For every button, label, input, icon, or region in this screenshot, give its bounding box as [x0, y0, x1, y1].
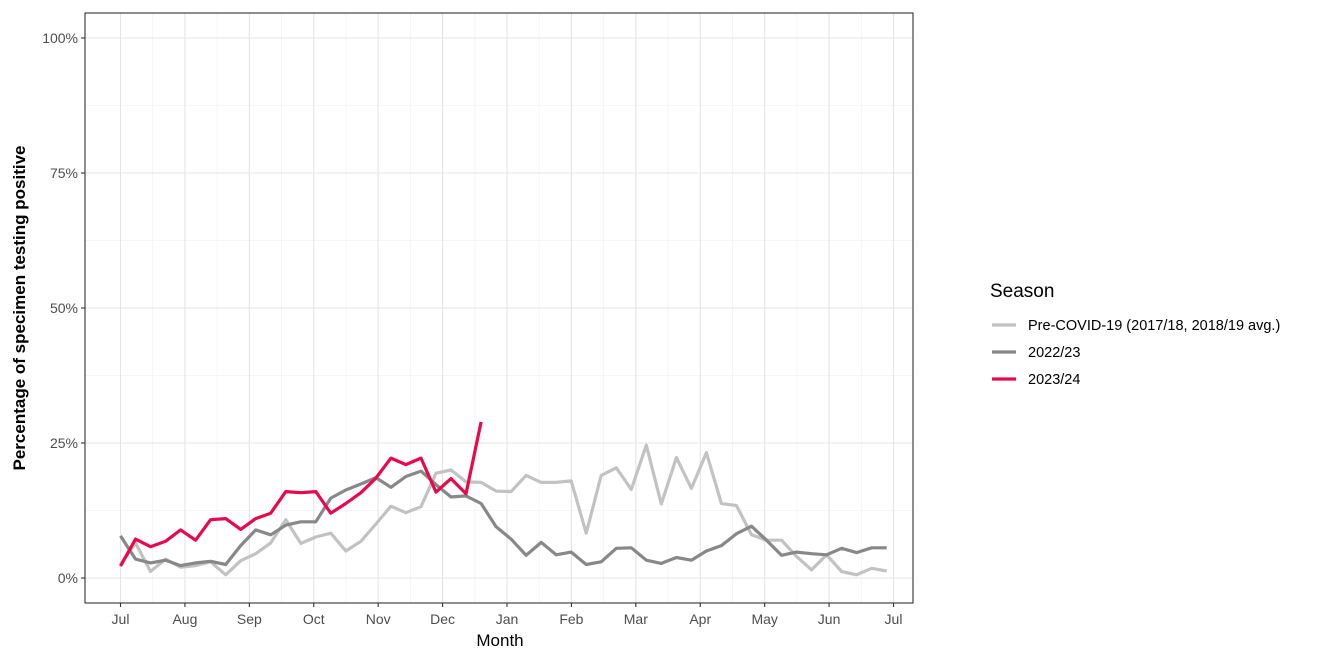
- x-tick-label: Jul: [885, 611, 903, 627]
- y-tick-label: 25%: [50, 435, 78, 451]
- x-tick-label: Oct: [303, 611, 325, 627]
- legend-label: 2022/23: [1028, 345, 1080, 361]
- series-layer: [119, 421, 887, 577]
- x-axis: Jul Aug Sep Oct Nov Dec Jan Feb Mar Apr May Jun Jul: [112, 603, 903, 627]
- legend: Season Pre-COVID-19 (2017/18, 2018/19 av…: [990, 281, 1280, 388]
- legend-label: 2023/24: [1028, 372, 1080, 388]
- y-axis-title: Percentage of specimen testing positive: [10, 146, 29, 471]
- x-tick-label: Aug: [172, 611, 197, 627]
- y-tick-label: 75%: [50, 165, 78, 181]
- x-tick-label: Jan: [496, 611, 519, 627]
- y-tick-label: 100%: [42, 30, 78, 46]
- legend-label: Pre-COVID-19 (2017/18, 2018/19 avg.): [1028, 318, 1280, 334]
- x-tick-label: Dec: [430, 611, 455, 627]
- x-tick-label: May: [751, 611, 777, 627]
- y-tick-label: 0%: [58, 570, 78, 586]
- x-tick-label: Sep: [237, 611, 262, 627]
- y-axis: 0% 25% 50% 75% 100%: [42, 30, 85, 586]
- x-tick-label: Jun: [818, 611, 841, 627]
- x-tick-label: Apr: [689, 611, 711, 627]
- series-line: [119, 443, 887, 577]
- major-grid: [85, 13, 913, 603]
- legend-title: Season: [990, 281, 1054, 302]
- y-tick-label: 50%: [50, 300, 78, 316]
- series-line: [119, 469, 887, 568]
- x-tick-label: Jul: [112, 611, 130, 627]
- x-axis-title: Month: [476, 631, 523, 650]
- x-tick-label: Feb: [559, 611, 583, 627]
- x-tick-label: Mar: [624, 611, 648, 627]
- x-tick-label: Nov: [366, 611, 391, 627]
- series-line: [119, 421, 483, 567]
